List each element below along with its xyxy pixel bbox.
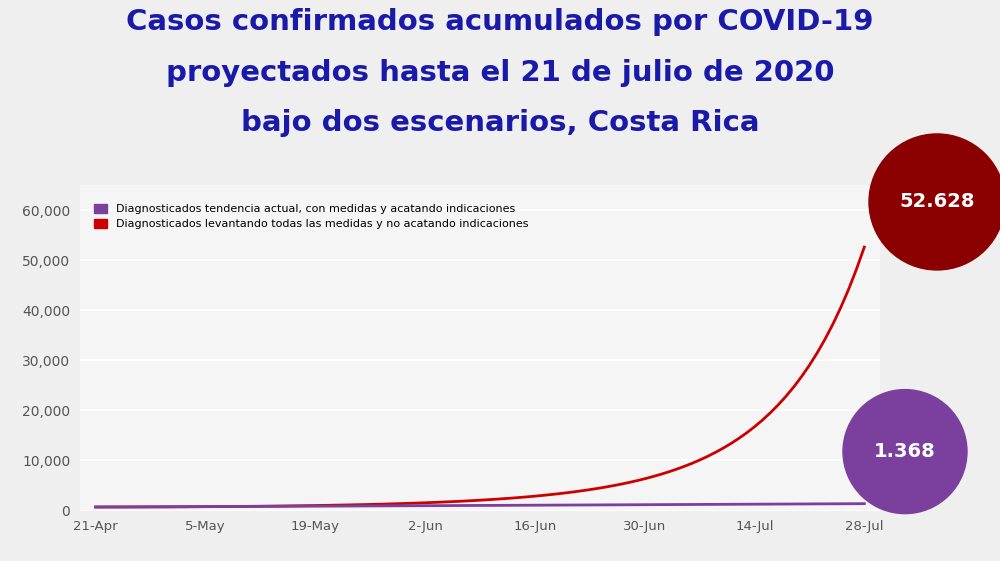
Text: Casos confirmados acumulados por COVID-19: Casos confirmados acumulados por COVID-1…: [126, 8, 874, 36]
Text: 1.368: 1.368: [874, 442, 936, 461]
Text: proyectados hasta el 21 de julio de 2020: proyectados hasta el 21 de julio de 2020: [166, 59, 834, 87]
Text: bajo dos escenarios, Costa Rica: bajo dos escenarios, Costa Rica: [241, 109, 759, 137]
Legend: Diagnosticados tendencia actual, con medidas y acatando indicaciones, Diagnostic: Diagnosticados tendencia actual, con med…: [94, 204, 528, 229]
Text: 52.628: 52.628: [899, 192, 975, 211]
